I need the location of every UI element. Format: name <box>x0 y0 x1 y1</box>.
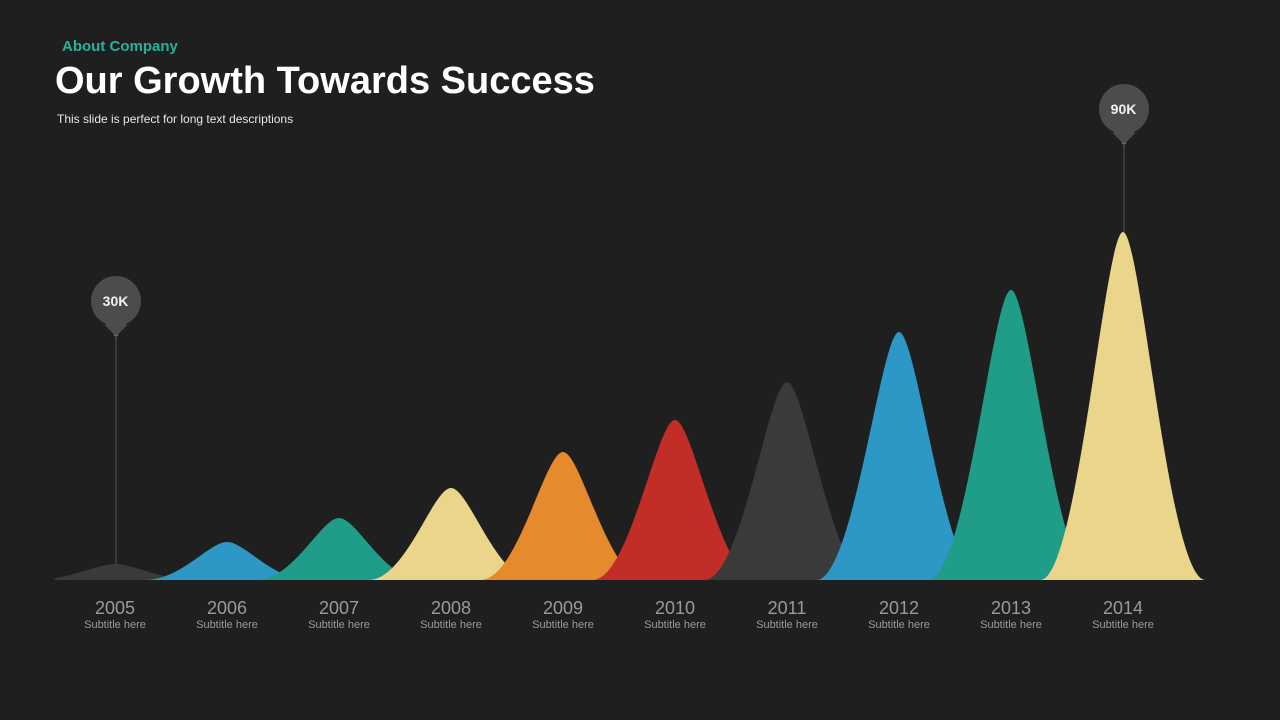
xlabel-subtitle: Subtitle here <box>172 619 282 631</box>
page-subtitle: This slide is perfect for long text desc… <box>57 112 293 126</box>
xlabel-year: 2007 <box>284 598 394 619</box>
xlabel-subtitle: Subtitle here <box>284 619 394 631</box>
xlabel-year: 2011 <box>732 598 842 619</box>
callout-2014: 90K <box>1123 142 1124 232</box>
xlabel-2012: 2012Subtitle here <box>844 598 954 631</box>
xlabel-year: 2008 <box>396 598 506 619</box>
callout-bubble: 30K <box>91 276 141 326</box>
xlabel-year: 2009 <box>508 598 618 619</box>
xlabel-year: 2005 <box>60 598 170 619</box>
section-kicker: About Company <box>62 38 178 55</box>
callout-stem <box>115 334 116 564</box>
xlabel-year: 2006 <box>172 598 282 619</box>
xlabel-subtitle: Subtitle here <box>508 619 618 631</box>
xlabel-year: 2014 <box>1068 598 1178 619</box>
xlabel-subtitle: Subtitle here <box>60 619 170 631</box>
xlabel-subtitle: Subtitle here <box>844 619 954 631</box>
xlabel-2009: 2009Subtitle here <box>508 598 618 631</box>
callout-2005: 30K <box>115 334 116 564</box>
xlabel-subtitle: Subtitle here <box>620 619 730 631</box>
xlabel-year: 2012 <box>844 598 954 619</box>
callout-bubble: 90K <box>1099 84 1149 134</box>
xlabel-year: 2010 <box>620 598 730 619</box>
page-title: Our Growth Towards Success <box>55 62 595 102</box>
xlabel-2011: 2011Subtitle here <box>732 598 842 631</box>
slide: About Company Our Growth Towards Success… <box>0 0 1280 720</box>
xlabel-2006: 2006Subtitle here <box>172 598 282 631</box>
xlabel-subtitle: Subtitle here <box>1068 619 1178 631</box>
growth-chart-svg <box>55 190 1225 580</box>
xlabel-2005: 2005Subtitle here <box>60 598 170 631</box>
growth-chart <box>55 190 1225 580</box>
callout-stem <box>1123 142 1124 232</box>
xlabel-subtitle: Subtitle here <box>396 619 506 631</box>
xlabel-subtitle: Subtitle here <box>732 619 842 631</box>
xlabel-subtitle: Subtitle here <box>956 619 1066 631</box>
xlabel-2010: 2010Subtitle here <box>620 598 730 631</box>
xlabel-2008: 2008Subtitle here <box>396 598 506 631</box>
xlabel-2014: 2014Subtitle here <box>1068 598 1178 631</box>
xlabel-2013: 2013Subtitle here <box>956 598 1066 631</box>
xlabel-year: 2013 <box>956 598 1066 619</box>
xlabel-2007: 2007Subtitle here <box>284 598 394 631</box>
